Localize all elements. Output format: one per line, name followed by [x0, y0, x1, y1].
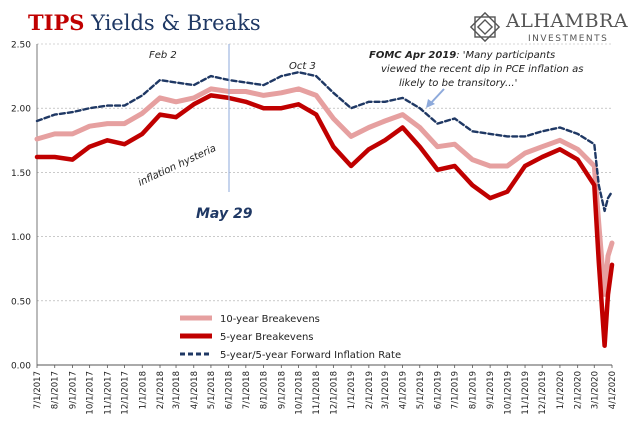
- y-tick-label: 2.00: [11, 105, 31, 115]
- x-tick-label: 11/1/2019: [521, 371, 531, 415]
- x-tick-label: 7/1/2017: [33, 371, 43, 409]
- x-tick-label: 5/1/2019: [416, 371, 426, 409]
- annotation-oct3: Oct 3: [289, 61, 316, 72]
- x-tick-label: 3/1/2020: [590, 371, 600, 409]
- annotation-fomc-line2: viewed the recent dip in PCE inflation a…: [381, 64, 583, 75]
- x-tick-label: 7/1/2018: [242, 371, 252, 409]
- annotation-fomc-line1: FOMC Apr 2019: 'Many participants: [369, 50, 555, 61]
- x-tick-label: 9/1/2018: [277, 371, 287, 409]
- x-tick-label: 2/1/2020: [574, 371, 584, 409]
- x-tick-label: 8/1/2017: [51, 371, 61, 409]
- x-tick-label: 8/1/2018: [260, 371, 270, 409]
- fomc-arrow: [429, 88, 445, 105]
- x-tick-label: 5/1/2018: [207, 371, 217, 409]
- fomc-arrow-head: [426, 99, 435, 108]
- y-tick-label: 0.50: [11, 297, 31, 307]
- annotation-fomc-line3: likely to be transitory...': [399, 78, 517, 89]
- x-tick-label: 4/1/2018: [190, 371, 200, 409]
- x-tick-label: 12/1/2019: [538, 371, 548, 415]
- legend: 10-year Breakevens 5-year Breakevens 5-y…: [180, 314, 401, 361]
- x-tick-label: 10/1/2017: [86, 371, 96, 415]
- annotation-fomc-bold: FOMC Apr 2019: [369, 50, 456, 61]
- logo-name: ALHAMBRA: [506, 10, 629, 32]
- x-tick-label: 10/1/2018: [294, 371, 304, 415]
- x-tick-label: 6/1/2019: [433, 371, 443, 409]
- x-tick-label: 4/1/2020: [608, 371, 618, 409]
- axes: 0.00 0.50 1.00 1.50 2.00 2.50 7/1/2017 8/1/2017…: [11, 41, 618, 415]
- series-line-10yr-breakevens: [34, 86, 615, 297]
- x-tick-label: 2/1/2018: [156, 371, 166, 409]
- legend-label-5yr: 5-year Breakevens: [220, 332, 314, 343]
- series-lines: [34, 70, 615, 348]
- legend-label-5y5y: 5-year/5-year Forward Inflation Rate: [220, 350, 401, 361]
- x-tick-label: 6/1/2018: [225, 371, 235, 409]
- x-tick-label: 1/1/2020: [556, 371, 566, 409]
- annotation-fomc-text1: : 'Many participants: [456, 50, 555, 61]
- series-line-5yr-breakevens: [34, 93, 615, 348]
- x-tick-label: 9/1/2017: [68, 371, 78, 409]
- x-tick-label: 10/1/2019: [503, 371, 513, 415]
- x-tick-label: 1/1/2018: [138, 371, 148, 409]
- logo: ALHAMBRA INVESTMENTS: [468, 8, 633, 50]
- x-tick-label: 12/1/2018: [329, 371, 339, 415]
- x-tick-label: 7/1/2019: [451, 371, 461, 409]
- x-tick-label: 11/1/2017: [103, 371, 113, 415]
- legend-label-10yr: 10-year Breakevens: [220, 314, 320, 325]
- x-tick-label: 1/1/2019: [347, 371, 357, 409]
- x-tick-label: 8/1/2019: [468, 371, 478, 409]
- y-tick-label: 1.50: [11, 169, 31, 179]
- y-tick-label: 1.00: [11, 233, 31, 243]
- annotation-inflation-hysteria: inflation hysteria: [137, 143, 218, 189]
- logo-subtitle: INVESTMENTS: [528, 34, 609, 44]
- annotation-feb2: Feb 2: [149, 50, 177, 61]
- series-line-5y5y-forward: [35, 70, 614, 213]
- y-tick-label: 2.50: [11, 41, 31, 51]
- x-tick-label: 3/1/2018: [172, 371, 182, 409]
- title-accent: TIPS: [28, 10, 85, 35]
- x-tick-label: 3/1/2019: [381, 371, 391, 409]
- y-tick-label: 0.00: [11, 362, 31, 372]
- x-tick-label: 9/1/2019: [486, 371, 496, 409]
- x-tick-label: 4/1/2019: [399, 371, 409, 409]
- x-tick-label: 12/1/2017: [121, 371, 131, 415]
- alhambra-star-logo-icon: [469, 11, 501, 43]
- x-tick-label: 2/1/2019: [365, 371, 375, 409]
- chart-title: TIPS Yields & Breaks: [28, 10, 261, 35]
- title-rest: Yields & Breaks: [84, 11, 261, 35]
- annotation-may29: May 29: [196, 206, 253, 222]
- x-tick-label: 11/1/2018: [312, 371, 322, 415]
